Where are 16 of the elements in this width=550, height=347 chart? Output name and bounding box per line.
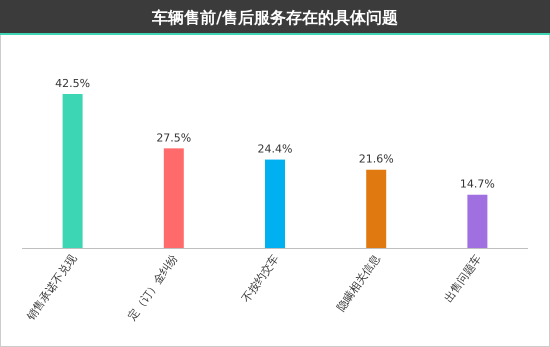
x-tick-label: 隐瞒相关信息 — [334, 252, 383, 314]
bar — [366, 170, 386, 248]
x-tick-label: 不按约交车 — [239, 252, 282, 305]
data-label: 21.6% — [358, 152, 394, 166]
x-tick-label: 销售承诺不兑现 — [24, 252, 80, 324]
data-label: 24.4% — [258, 142, 292, 156]
data-label: 42.5% — [55, 77, 90, 90]
bar — [265, 160, 285, 248]
data-label: 14.7% — [460, 178, 495, 191]
data-label: 27.5% — [156, 131, 192, 144]
bar — [467, 194, 488, 248]
x-tick-label: 出售问题车 — [442, 252, 484, 305]
chart-title: 车辆售前/售后服务存在的具体问题 — [151, 8, 398, 27]
bar — [164, 148, 184, 248]
x-tick-label: 定（订）金纠纷 — [125, 252, 180, 323]
bar — [62, 94, 83, 248]
